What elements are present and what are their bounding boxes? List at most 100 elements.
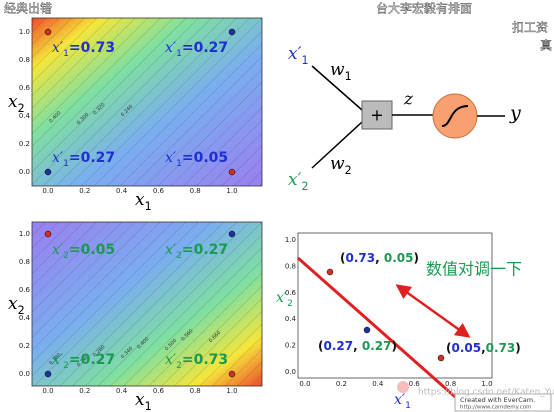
- label-part: w: [330, 60, 345, 80]
- math-label: w1: [330, 60, 352, 83]
- label-part: w: [330, 154, 345, 174]
- label-part: x′: [52, 150, 64, 166]
- y-tick-label: 0.6: [19, 286, 31, 294]
- point: [44, 168, 52, 176]
- label-part: 1: [63, 159, 69, 169]
- x-tick-label: 0.4: [372, 380, 384, 388]
- label-part: ,: [375, 251, 384, 265]
- label-part: x′: [165, 242, 177, 258]
- label-part: 0.27: [362, 339, 392, 353]
- label-part: 0.27: [323, 339, 353, 353]
- y-tick-label: 0.6: [19, 84, 31, 92]
- label-part: ): [515, 341, 520, 355]
- label-part: (: [318, 339, 323, 353]
- point: [44, 230, 52, 238]
- point-label: (0.73, 0.05): [340, 251, 419, 265]
- label-part: 1: [345, 70, 352, 83]
- note: 数值对调一下: [426, 260, 522, 279]
- label-part: x′: [288, 44, 302, 64]
- label-part: x′: [288, 170, 302, 190]
- y-tick-label: 0.2: [285, 342, 296, 350]
- x-tick-label: 0.6: [409, 380, 421, 388]
- math-label: x2: [8, 294, 25, 317]
- y-tick-label: 0.2: [19, 342, 30, 350]
- label-part: =0.27: [69, 150, 115, 166]
- math-label: x′1=0.27: [52, 150, 115, 169]
- point: [437, 354, 445, 362]
- label-part: 2: [63, 361, 69, 371]
- math-label: x1: [135, 390, 152, 412]
- label-part: 2: [176, 361, 182, 371]
- label-part: x′: [52, 352, 64, 368]
- blog: https://blog.csdn.net/Katen_Yu: [418, 388, 554, 398]
- label-part: =0.73: [182, 352, 228, 368]
- diagram: x′1 w1x′2w2+zy: [288, 44, 521, 193]
- label-part: 1: [176, 159, 182, 169]
- x-tick-label: 0.2: [79, 187, 90, 195]
- label-part: =0.05: [69, 242, 115, 258]
- label-part: 2: [176, 251, 182, 261]
- y-tick-label: 0.8: [19, 258, 30, 266]
- x-tick-label: 0.8: [190, 187, 201, 195]
- x-tick-label: 0.0: [42, 387, 53, 395]
- label-part: =0.27: [182, 40, 228, 56]
- math-label: x′2=0.73: [165, 352, 228, 371]
- contours: [31, 17, 263, 187]
- label-part: =0.27: [69, 352, 115, 368]
- label-part: 0.73: [345, 251, 375, 265]
- point: [44, 370, 52, 378]
- label-part: x: [8, 92, 18, 112]
- math-label: x2: [8, 92, 25, 115]
- label-part: x′: [52, 242, 64, 258]
- edge: [311, 65, 363, 111]
- watermark: Created with EverCam.: [460, 396, 535, 404]
- point: [228, 168, 236, 176]
- y-tick-label: 0.4: [19, 112, 31, 120]
- label-part: (: [340, 251, 345, 265]
- x-tick-label: 1.0: [226, 187, 237, 195]
- math-label: x′2=0.05: [52, 242, 115, 261]
- x-tick-label: 0.6: [153, 387, 165, 395]
- label-part: ,: [481, 341, 486, 355]
- x-tick-label: 0.2: [336, 380, 347, 388]
- side-text: 扣工资: [512, 21, 548, 35]
- y-tick-label: 0.0: [19, 168, 30, 176]
- point: [228, 370, 236, 378]
- label-part: 2: [18, 304, 25, 317]
- y-tick-label: 1.0: [19, 230, 30, 238]
- label-part: 2: [301, 180, 308, 193]
- label-part: ,: [353, 339, 362, 353]
- math-label: x′1: [394, 392, 411, 411]
- point: [363, 326, 371, 334]
- activation: [432, 93, 478, 139]
- math-label: x1: [135, 190, 152, 213]
- label-part: 1: [301, 54, 308, 67]
- math-label: x′2=0.27: [52, 352, 115, 371]
- label-part: 1: [176, 49, 182, 59]
- label-part: x: [135, 390, 145, 410]
- swap-arrow: [395, 284, 471, 338]
- math-label: x′1=0.05: [165, 150, 228, 169]
- y-tick-label: 1.0: [19, 28, 30, 36]
- y-tick-label: 0.4: [285, 315, 297, 323]
- label-part: 2: [63, 251, 69, 261]
- label-part: ): [391, 339, 396, 353]
- label-part: 0.05: [451, 341, 481, 355]
- label-part: ): [413, 251, 418, 265]
- point-label: (0.05,0.73): [446, 341, 521, 355]
- label-part: 1: [405, 401, 411, 411]
- y-tick-label: 0.4: [19, 314, 31, 322]
- point: [326, 268, 334, 276]
- label-part: x′: [276, 290, 288, 306]
- sum-sign: +: [370, 106, 383, 125]
- output-label: y: [509, 102, 521, 124]
- point: [44, 28, 52, 36]
- x-tick-label: 0.4: [116, 187, 128, 195]
- label-part: x′: [394, 392, 406, 408]
- z-label: z: [403, 90, 414, 110]
- label-part: 1: [145, 400, 152, 412]
